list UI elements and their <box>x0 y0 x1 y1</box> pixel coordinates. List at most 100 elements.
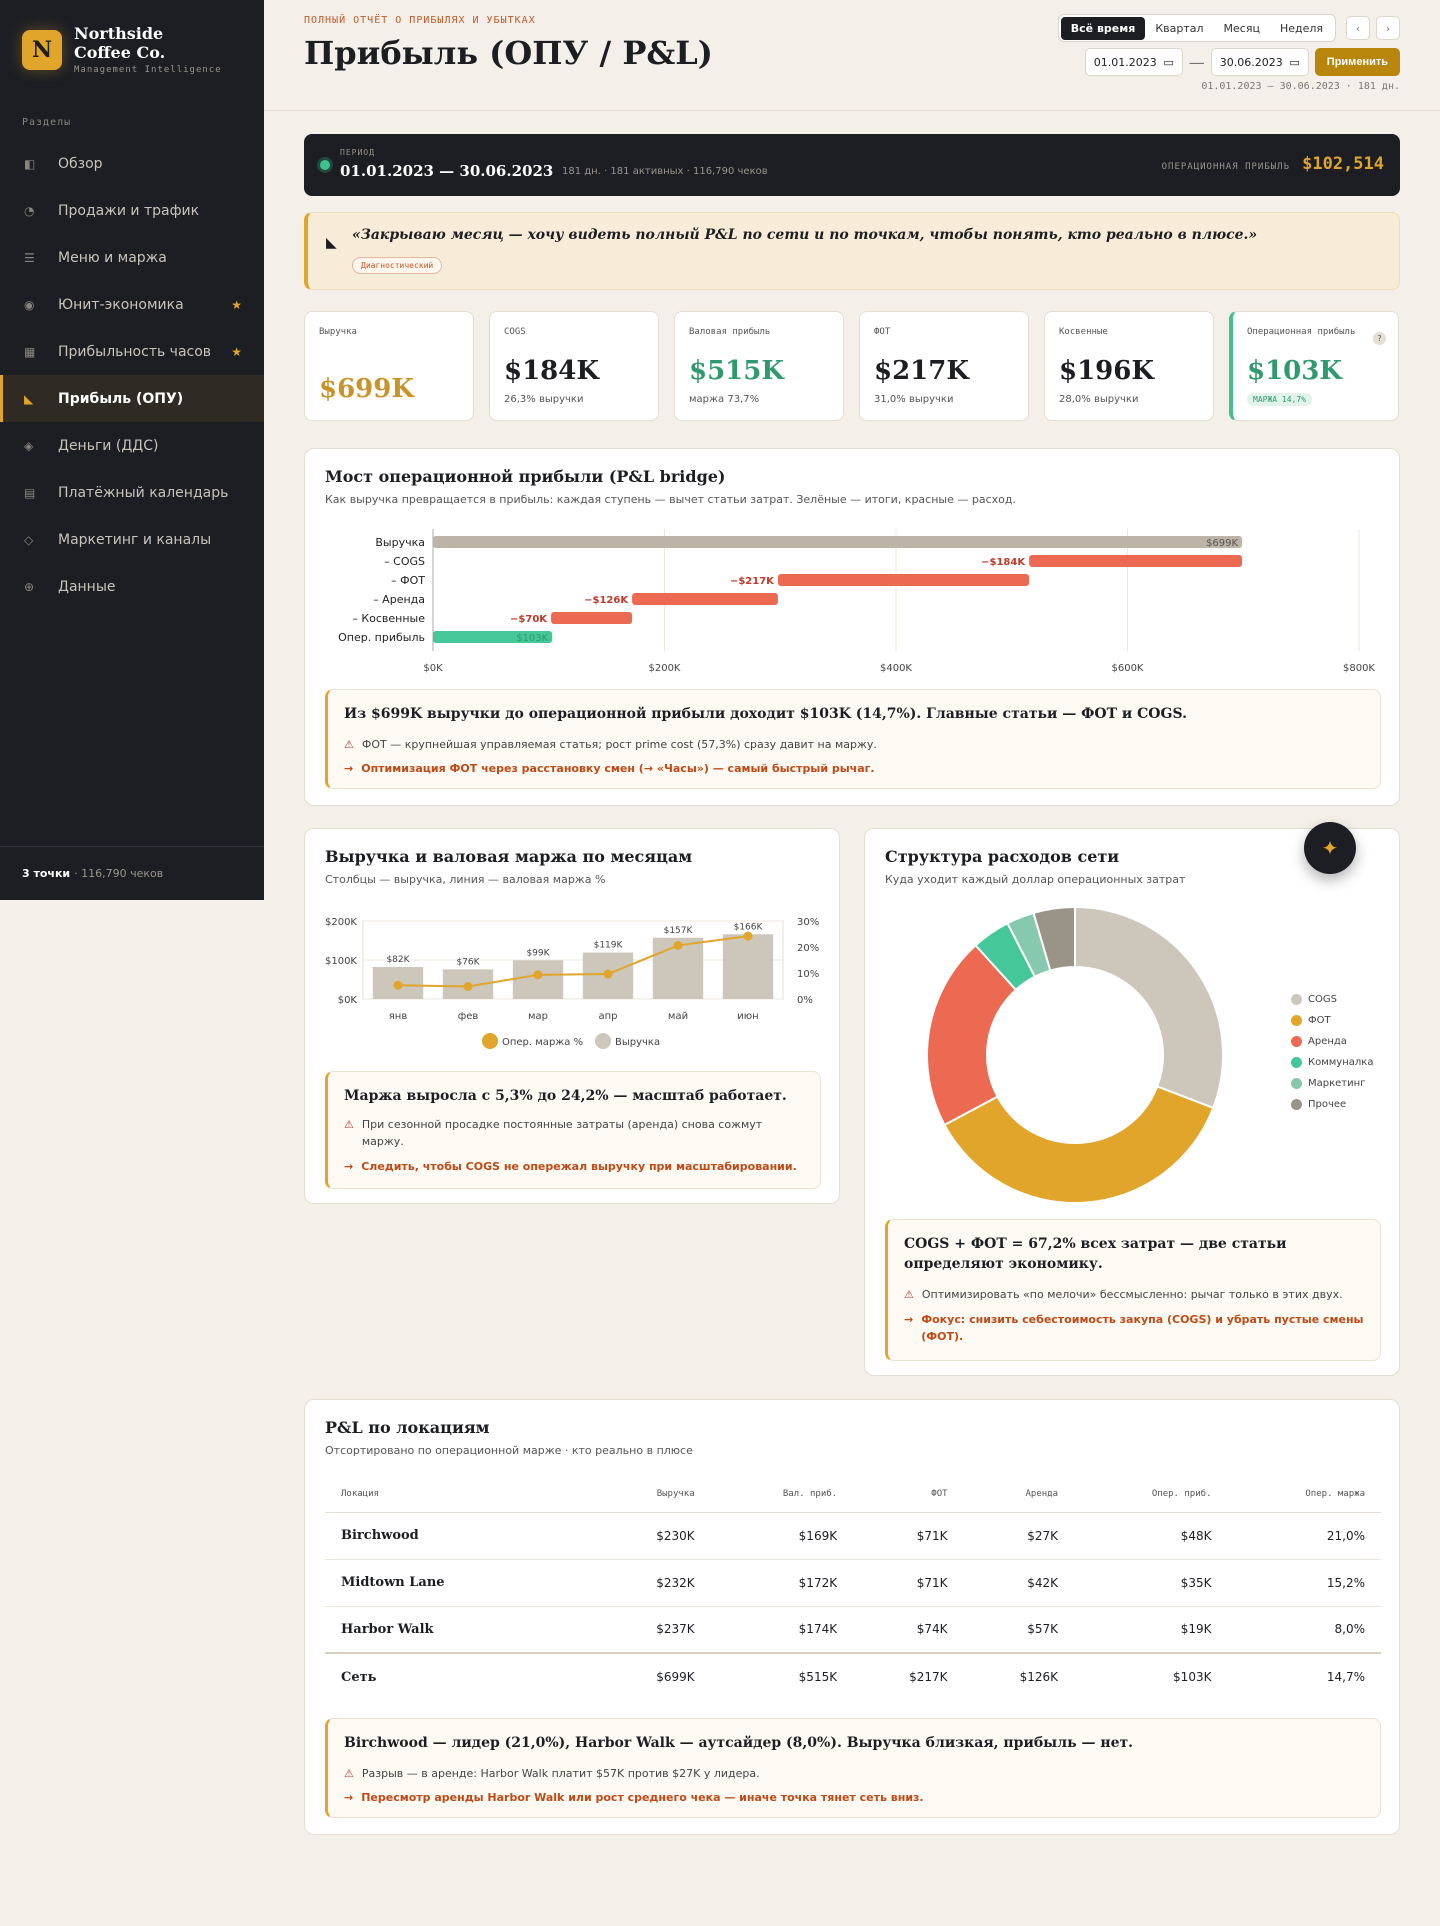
nav-icon: ▤ <box>24 485 36 500</box>
table-row[interactable]: Birchwood $230K $169K $71K $27K $48K 21,0% <box>325 1512 1381 1560</box>
arrow-right-icon: → <box>344 762 354 775</box>
sidebar-item-label: Маркетинг и каналы <box>58 531 212 548</box>
sidebar-item-2[interactable]: ☰ Меню и маржа <box>0 234 264 281</box>
segment-0[interactable]: Всё время <box>1060 16 1146 40</box>
table-cell: Midtown Lane <box>325 1559 601 1607</box>
legend-swatch <box>1291 1099 1302 1110</box>
bridge-insight: Из $699K выручки до операционной прибыли… <box>325 689 1381 789</box>
kpi-value: $699K <box>319 374 414 404</box>
insight-title: Из $699K выручки до операционной прибыли… <box>344 706 1187 722</box>
sidebar-item-8[interactable]: ◇ Маркетинг и каналы <box>0 516 264 563</box>
column-header[interactable]: Вал. приб. <box>710 1476 854 1513</box>
insight-action: → Оптимизация ФОТ через расстановку смен … <box>344 760 1364 777</box>
insight-title: Birchwood — лидер (21,0%), Harbor Walk —… <box>344 1735 1134 1751</box>
legend-label-margin: Опер. маржа % <box>502 1037 583 1048</box>
insight-title: Маржа выросла с 5,3% до 24,2% — масштаб … <box>344 1088 787 1104</box>
sidebar: N Northside Coffee Co. Management Intell… <box>0 0 264 900</box>
column-header[interactable]: Выручка <box>600 1476 711 1513</box>
insight-title: COGS + ФОТ = 67,2% всех затрат — две ста… <box>904 1236 1287 1272</box>
bridge-value-label: −$184K <box>981 557 1026 568</box>
kpi-label: Косвенные <box>1059 327 1108 337</box>
kpi-value: $184K <box>504 356 599 386</box>
kpi-label: Операционная прибыль <box>1247 327 1356 337</box>
bridge-category-label: Выручка <box>375 536 425 549</box>
revenue-bar-label: $166K <box>734 922 764 932</box>
monthly-x-tick: фев <box>458 1011 479 1022</box>
bridge-card: Мост операционной прибыли (P&L bridge) К… <box>304 448 1400 806</box>
apply-button[interactable]: Применить <box>1314 48 1400 76</box>
warning-text: При сезонной просадке постоянные затраты… <box>361 1118 763 1148</box>
nav-icon: ◧ <box>24 156 36 171</box>
legend-label: Коммуналка <box>1308 1057 1374 1068</box>
help-icon[interactable]: ? <box>1373 332 1386 345</box>
date-from-input[interactable]: 01.01.2023 ▭ <box>1084 48 1183 76</box>
monthly-y-right-tick: 0% <box>797 995 813 1006</box>
nav-section-label: Разделы <box>22 117 72 128</box>
legend-label-revenue: Выручка <box>615 1037 660 1048</box>
date-to-input[interactable]: 30.06.2023 ▭ <box>1210 48 1309 76</box>
quote-badge: Диагностический <box>352 257 443 274</box>
warning-text: Оптимизировать «по мелочи» бессмысленно:… <box>921 1288 1343 1301</box>
sidebar-item-4[interactable]: ▦ Прибыльность часов ★ <box>0 328 264 375</box>
insight-action: → Следить, чтобы COGS не опережал выручку… <box>344 1158 804 1175</box>
column-header[interactable]: Локация <box>325 1476 601 1513</box>
table-cell: $217K <box>853 1652 964 1700</box>
nav-icon: ⊕ <box>24 579 35 594</box>
sidebar-footer: 3 точки · 116,790 чеков <box>0 846 264 900</box>
sidebar-item-3[interactable]: ◉ Юнит-экономика ★ <box>0 281 264 328</box>
bridge-x-tick: $0K <box>423 663 443 674</box>
segment-1[interactable]: Квартал <box>1155 21 1204 35</box>
table-row[interactable]: Midtown Lane $232K $172K $71K $42K $35K 15,2% <box>325 1559 1381 1607</box>
brand[interactable]: N Northside Coffee Co. Management Intell… <box>0 0 264 75</box>
donut-slice <box>926 943 1018 1127</box>
monthly-y-right-tick: 20% <box>797 943 819 954</box>
bridge-bar <box>777 574 1030 586</box>
segment-2[interactable]: Месяц <box>1223 21 1260 35</box>
monthly-chart: $0K $100K $200K 0% 10% 20% 30% $82K янв $76K фев $9… <box>325 917 819 1049</box>
kpi-value: $103K <box>1247 356 1342 386</box>
column-header[interactable]: ФОТ <box>853 1476 964 1513</box>
margin-point <box>393 980 403 990</box>
locations-insight: Birchwood — лидер (21,0%), Harbor Walk —… <box>325 1718 1381 1818</box>
period-segmented-control: Всё время Квартал Месяц Неделя <box>1057 14 1336 42</box>
action-text: Следить, чтобы COGS не опережал выручку … <box>361 1160 797 1173</box>
segment-3[interactable]: Неделя <box>1279 21 1323 35</box>
sidebar-item-9[interactable]: ⊕ Данные <box>0 563 264 610</box>
action-text: Оптимизация ФОТ через расстановку смен (… <box>361 762 875 775</box>
prev-period-button[interactable]: ‹ <box>1346 16 1370 40</box>
column-header[interactable]: Опер. приб. <box>1074 1476 1228 1513</box>
bridge-x-tick: $400K <box>880 663 912 674</box>
bridge-x-tick: $800K <box>1343 663 1375 674</box>
monthly-x-tick: июн <box>737 1011 758 1022</box>
table-cell: $126K <box>963 1652 1074 1700</box>
bridge-x-tick: $600K <box>1111 663 1143 674</box>
next-period-button[interactable]: › <box>1376 16 1400 40</box>
header-divider <box>264 110 1440 111</box>
ai-assistant-button[interactable]: ✦ <box>1304 822 1356 874</box>
bridge-bar <box>433 536 1243 548</box>
range-note: 01.01.2023 — 30.06.2023 · 181 дн. <box>1201 81 1400 92</box>
structure-card: Структура расходов сети Куда уходит кажд… <box>864 828 1400 1376</box>
sidebar-item-5[interactable]: ◣ Прибыль (ОПУ) <box>0 375 264 422</box>
warning-text: ФОТ — крупнейшая управляемая статья; рос… <box>361 738 877 751</box>
bridge-category-label: – COGS <box>384 555 425 568</box>
legend-swatch <box>1291 1078 1302 1089</box>
sidebar-item-6[interactable]: ◈ Деньги (ДДС) <box>0 422 264 469</box>
monthly-y-left-tick: $200K <box>325 917 357 928</box>
legend-label: ФОТ <box>1308 1015 1331 1026</box>
column-header[interactable]: Опер. маржа <box>1227 1476 1381 1513</box>
kpi-revenue: Выручка $699K <box>304 311 474 421</box>
table-row[interactable]: Harbor Walk $237K $174K $74K $57K $19K 8,0% <box>325 1606 1381 1654</box>
sidebar-item-0[interactable]: ◧ Обзор <box>0 140 264 187</box>
sidebar-item-1[interactable]: ◔ Продажи и трафик <box>0 187 264 234</box>
legend-swatch <box>1291 1015 1302 1026</box>
locations-count: 3 точки <box>22 867 71 880</box>
bridge-value-label: $103K <box>516 633 548 644</box>
sidebar-item-7[interactable]: ▤ Платёжный календарь <box>0 469 264 516</box>
column-header[interactable]: Аренда <box>963 1476 1074 1513</box>
arrow-right-icon: → <box>904 1313 914 1326</box>
op-profit-value: $102,514 <box>1302 154 1384 174</box>
margin-point <box>533 970 543 980</box>
monthly-y-right-tick: 30% <box>797 917 819 928</box>
table-row[interactable]: Сеть $699K $515K $217K $126K $103K 14,7% <box>325 1652 1381 1700</box>
